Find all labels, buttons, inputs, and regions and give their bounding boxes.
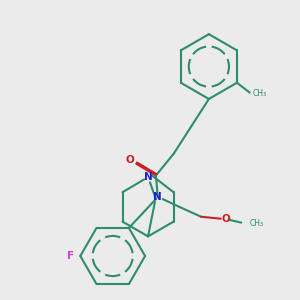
Text: CH₃: CH₃ (253, 89, 267, 98)
Text: N: N (154, 192, 162, 202)
Text: CH₃: CH₃ (249, 219, 263, 228)
Text: O: O (221, 214, 230, 224)
Text: N: N (144, 172, 152, 182)
Text: O: O (126, 155, 135, 165)
Text: F: F (67, 251, 74, 261)
